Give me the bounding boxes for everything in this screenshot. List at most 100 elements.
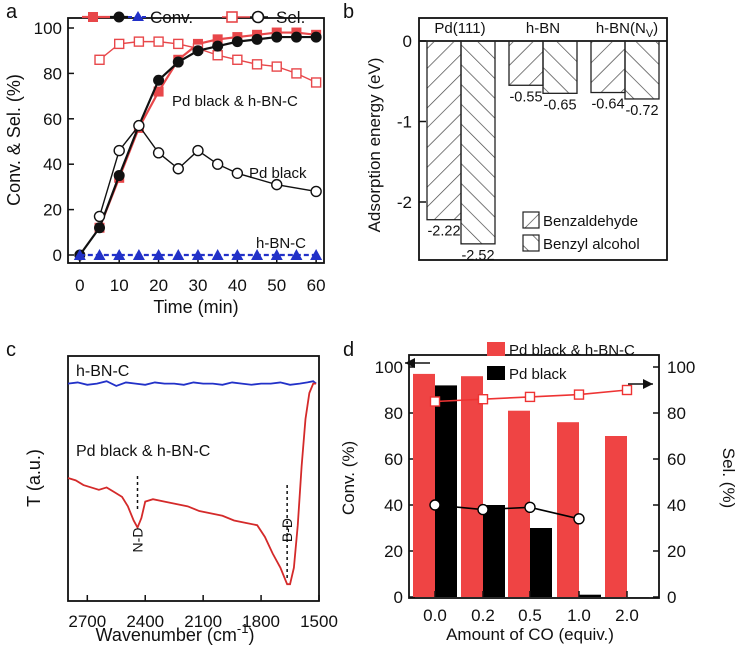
panel-c-xtick-label: 1800 [242, 612, 280, 631]
panel-a-point [212, 40, 224, 52]
panel-d-bar [461, 376, 483, 597]
legend-benzyl-alcohol-label: Benzyl alcohol [543, 236, 640, 253]
panel-a-point [211, 249, 224, 260]
legend-benzaldehyde-label: Benzaldehyde [543, 213, 638, 230]
panel-d-ylabel-left: Conv. (%) [339, 441, 358, 515]
panel-c-xtick-label: 2400 [126, 612, 164, 631]
panel-a-point [271, 61, 282, 72]
panel-a-point [173, 38, 184, 50]
panel-b-bar [590, 40, 626, 94]
panel-d-selectivity-point [573, 389, 585, 400]
panel-a-point [232, 54, 243, 65]
panel-d-chart: 0 0 20 20 40 40 60 60 80 80 100 100 0.0 0.2 0.5 1.0 2.0… [339, 342, 738, 644]
panel-d-ytick-label-right: 80 [667, 404, 686, 423]
panel-d-selectivity-point [429, 396, 441, 407]
panel-a-point [93, 249, 106, 260]
panel-b-bar [426, 40, 462, 221]
panel-a-xtick-label: 10 [110, 276, 129, 295]
panel-b-bar-value: -2.22 [427, 224, 460, 240]
panel-a-point [94, 222, 106, 234]
panel-c-annotation: N-D [130, 528, 146, 553]
series-label-pd-black-hbn-ir: Pd black & h-BN-C [76, 443, 210, 460]
panel-d-selectivity-point [429, 499, 441, 511]
panel-a-ytick-label: 0 [53, 246, 62, 265]
panel-a-point [153, 86, 164, 97]
panel-a-point [132, 249, 145, 260]
panel-d-ytick-label-left: 20 [384, 542, 403, 561]
panel-a-xtick-label: 20 [149, 276, 168, 295]
legend-pd-black-label: Pd black [509, 366, 567, 383]
panel-d-ytick-label-right: 100 [667, 358, 695, 377]
panel-b-category-label: Pd(111) [434, 20, 485, 37]
panel-a-point [231, 249, 244, 260]
panel-a-point [212, 50, 223, 61]
panel-a-chart: 0 10 20 30 40 50 60 0 20 40 60 80 100 Time (min) Co… [4, 8, 326, 317]
panel-b-bar [508, 40, 544, 86]
panel-d-category-label: 2.0 [615, 606, 639, 625]
panel-d-selectivity-point [524, 501, 536, 513]
panel-a-ytick-label: 40 [43, 155, 62, 174]
panel-a-ytick-label: 20 [43, 201, 62, 220]
legend-pd-black-hbn-swatch [487, 342, 505, 356]
panel-d-legend: Pd black & h-BN-C Pd black [487, 342, 635, 383]
panel-a-series-line [98, 124, 317, 217]
panel-d-ytick-label-right: 40 [667, 496, 686, 515]
panel-b-bar-value: -0.72 [625, 103, 658, 119]
panel-d-bar [530, 528, 552, 597]
legend-sel-circle-marker [251, 10, 265, 24]
panel-d-category-label: 0.5 [518, 606, 542, 625]
panel-a-xtick-label: 60 [307, 276, 326, 295]
panel-d-bar [605, 436, 627, 597]
panel-a-point [94, 54, 105, 65]
panel-b-ytick-label: -2 [397, 193, 412, 212]
panel-label-d: d [343, 339, 354, 361]
panel-a-point [192, 45, 204, 57]
panel-a-point [270, 249, 283, 260]
panel-a-xtick-label: 40 [228, 276, 247, 295]
panel-b-category-label: h-BN [526, 20, 560, 37]
panel-b-bar-value: -0.65 [543, 97, 576, 113]
panel-d-bar [508, 410, 530, 597]
panel-a-point [192, 144, 204, 157]
panel-label-c: c [6, 339, 16, 361]
panel-b-bar [542, 40, 578, 94]
panel-a-point [310, 185, 322, 198]
panel-a-frame [67, 17, 325, 264]
panel-a-point [153, 36, 164, 47]
panel-c-spectrum-line [67, 382, 317, 586]
panel-a-point [310, 249, 323, 260]
panel-label-b: b [343, 1, 354, 23]
series-label-pd-black: Pd black [249, 165, 307, 182]
panel-a-point [152, 147, 165, 159]
panel-b-bar-value: -2.52 [461, 248, 494, 264]
right-axis-arrow-icon [628, 379, 653, 389]
panel-a-point [291, 68, 302, 79]
panel-a-ytick-label: 60 [43, 110, 62, 129]
panel-b-legend: Benzaldehyde Benzyl alcohol [522, 211, 640, 253]
panel-d-ytick-label-right: 0 [667, 588, 676, 607]
panel-d-ytick-label-left: 100 [375, 358, 403, 377]
panel-a-point [310, 31, 322, 43]
panel-a-point [271, 178, 283, 191]
panel-a-series-line [98, 31, 317, 229]
panel-d-ytick-label-left: 60 [384, 450, 403, 469]
panel-d-selectivity-line [434, 504, 580, 520]
panel-c-xtick-label: 1500 [300, 612, 338, 631]
panel-a-point [172, 56, 184, 68]
panel-a-point [191, 249, 204, 260]
panel-d-category-label: 0.2 [471, 606, 495, 625]
legend-conv-label: Conv. [150, 8, 193, 27]
panel-c-spectrum-line [67, 380, 317, 387]
panel-a-xtick-label: 0 [75, 276, 84, 295]
panel-a-point [251, 249, 264, 260]
panel-a-point [271, 31, 283, 43]
panel-c-frame [67, 355, 320, 602]
panel-d-ytick-label-right: 60 [667, 450, 686, 469]
panel-b-chart: 0 -1 -2 -2.22-2.52 -0.55-0.65 -0.64 -0.72 Pd(… [365, 17, 668, 264]
panel-a-point [152, 249, 165, 260]
panel-b-bar [460, 40, 496, 245]
legend-pd-black-swatch [487, 366, 505, 380]
panel-a-point [133, 36, 145, 47]
panel-b-bar-value: -0.55 [509, 89, 542, 105]
panel-c-chart: 2700 2400 2100 1800 1500 N-D B-D T (a.u.) Wav… [24, 355, 338, 645]
